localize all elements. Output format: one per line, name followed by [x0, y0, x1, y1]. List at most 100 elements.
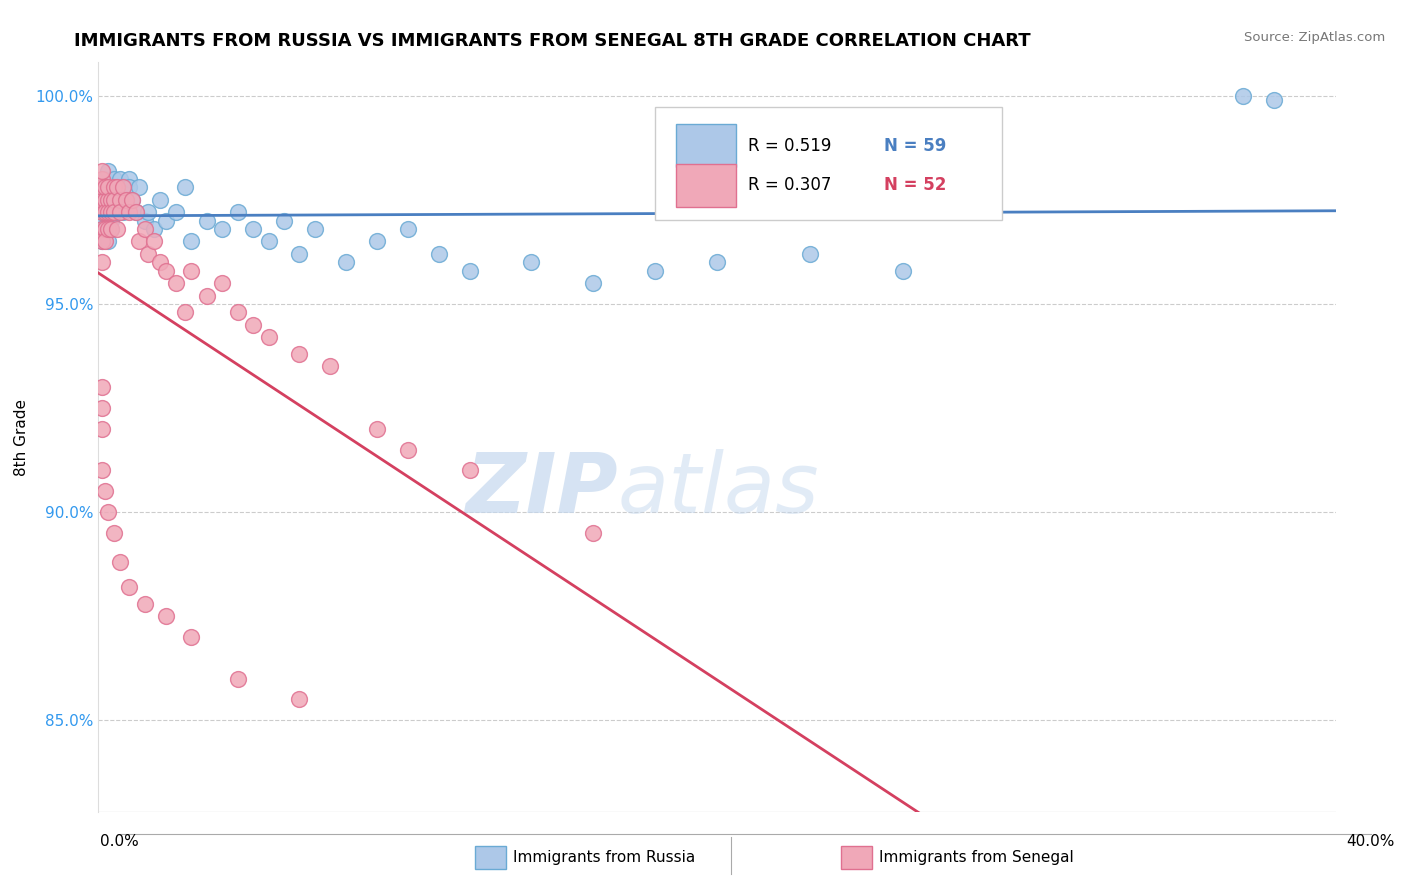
Point [799, 247, 821, 261]
Point [90, 463, 112, 477]
Point [90, 213, 112, 227]
Point [90, 401, 112, 415]
Point [118, 205, 141, 219]
Point [112, 180, 135, 194]
Point [105, 222, 128, 236]
Point [103, 205, 125, 219]
Point [118, 580, 141, 594]
Point [1232, 88, 1254, 103]
Point [124, 205, 146, 219]
Point [100, 193, 122, 207]
Point [103, 180, 125, 194]
Point [100, 213, 122, 227]
Point [105, 205, 128, 219]
Point [90, 380, 112, 394]
Text: Immigrants from Russia: Immigrants from Russia [513, 850, 696, 864]
Point [90, 193, 112, 207]
Point [93, 193, 115, 207]
Point [103, 193, 125, 207]
Point [165, 276, 187, 290]
Point [257, 235, 280, 249]
Text: 40.0%: 40.0% [1347, 834, 1395, 848]
Point [288, 247, 311, 261]
Point [97, 193, 120, 207]
Point [90, 180, 112, 194]
Point [165, 205, 187, 219]
Point [103, 172, 125, 186]
Point [100, 193, 122, 207]
Point [90, 255, 112, 269]
Point [97, 222, 120, 236]
Point [90, 205, 112, 219]
Point [136, 205, 159, 219]
Text: Immigrants from Senegal: Immigrants from Senegal [879, 850, 1074, 864]
Point [90, 172, 112, 186]
Point [335, 255, 357, 269]
Point [105, 180, 128, 194]
Point [226, 672, 249, 686]
Point [97, 505, 120, 519]
Point [891, 263, 914, 277]
Point [174, 305, 197, 319]
Point [103, 193, 125, 207]
Point [97, 180, 120, 194]
Point [103, 525, 125, 540]
Point [118, 180, 141, 194]
Point [108, 205, 131, 219]
Text: ZIP: ZIP [465, 449, 619, 530]
Point [288, 692, 311, 706]
Point [115, 193, 138, 207]
Point [155, 609, 177, 624]
Point [108, 172, 131, 186]
Point [90, 235, 112, 249]
Point [458, 463, 481, 477]
Point [108, 193, 131, 207]
Point [100, 222, 122, 236]
Point [242, 222, 264, 236]
Point [108, 193, 131, 207]
Point [149, 193, 172, 207]
Text: R = 0.307: R = 0.307 [748, 177, 831, 194]
Point [180, 630, 202, 644]
Point [174, 180, 197, 194]
Point [195, 288, 218, 302]
Text: N = 59: N = 59 [884, 136, 946, 154]
Point [134, 597, 156, 611]
Point [112, 205, 135, 219]
FancyBboxPatch shape [676, 163, 735, 207]
Point [93, 205, 115, 219]
Point [105, 180, 128, 194]
Point [128, 180, 150, 194]
Point [427, 247, 450, 261]
Point [118, 172, 141, 186]
Text: atlas: atlas [619, 449, 820, 530]
Point [149, 255, 172, 269]
Point [319, 359, 342, 374]
Point [180, 263, 202, 277]
Point [93, 484, 115, 499]
Point [155, 263, 177, 277]
Point [134, 213, 156, 227]
Text: IMMIGRANTS FROM RUSSIA VS IMMIGRANTS FROM SENEGAL 8TH GRADE CORRELATION CHART: IMMIGRANTS FROM RUSSIA VS IMMIGRANTS FRO… [73, 32, 1031, 50]
Point [90, 222, 112, 236]
Point [90, 205, 112, 219]
FancyBboxPatch shape [676, 124, 735, 168]
Point [582, 276, 605, 290]
Point [93, 205, 115, 219]
Point [195, 213, 218, 227]
Text: N = 52: N = 52 [884, 177, 946, 194]
Point [90, 235, 112, 249]
Point [90, 180, 112, 194]
Point [242, 318, 264, 332]
Point [304, 222, 326, 236]
Point [97, 163, 120, 178]
Point [97, 205, 120, 219]
Point [93, 180, 115, 194]
Point [97, 235, 120, 249]
Y-axis label: 8th Grade: 8th Grade [14, 399, 28, 475]
Point [155, 213, 177, 227]
Point [100, 222, 122, 236]
Point [257, 330, 280, 344]
Point [644, 263, 666, 277]
Point [143, 235, 166, 249]
